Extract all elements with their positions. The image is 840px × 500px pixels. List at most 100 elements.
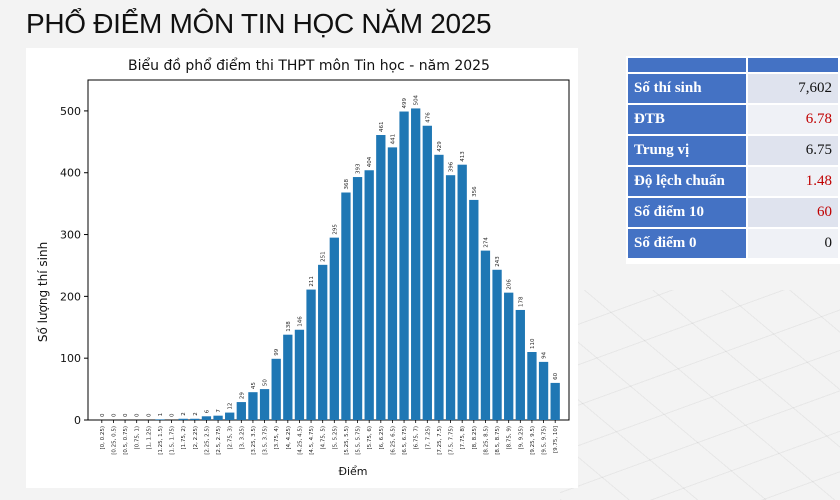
x-tick-label: [6.5, 6.75) xyxy=(402,426,408,455)
statistic-value: 6.75 xyxy=(746,134,840,167)
bar xyxy=(283,334,293,420)
statistics-header-cell xyxy=(746,56,840,74)
x-tick-label: [2.75, 3) xyxy=(228,426,234,450)
bar xyxy=(341,192,351,420)
bar xyxy=(271,358,281,420)
x-tick-label: [8.25, 8.5) xyxy=(483,426,489,455)
x-tick-label: [6, 6.25) xyxy=(379,426,385,450)
bar xyxy=(504,292,514,420)
x-tick-label: [5.75, 6) xyxy=(367,426,373,450)
x-tick-label: [1, 1.25) xyxy=(146,426,152,450)
bar-value-label: 0 xyxy=(123,413,129,417)
x-tick-label: [8, 8.25) xyxy=(472,426,478,450)
bar-value-label: 110 xyxy=(530,338,536,349)
x-tick-label: [8.75, 9) xyxy=(507,426,513,450)
bar-value-label: 94 xyxy=(542,351,548,358)
statistic-label: Số điểm 0 xyxy=(626,227,748,260)
bar xyxy=(480,250,491,420)
chart-y-axis-label: Số lượng thí sinh xyxy=(36,242,50,342)
statistics-header-cell xyxy=(626,56,748,74)
x-tick-label: [3.25, 3.5) xyxy=(251,426,257,455)
bar-value-label: 2 xyxy=(181,412,187,416)
statistics-table: Số thí sinh 7,602 ĐTB 6.78 Trung vị 6.75 Độ lệ… xyxy=(626,56,840,260)
bar-value-label: 0 xyxy=(100,413,106,417)
x-tick-label: [1.5, 1.75) xyxy=(170,426,176,455)
bar xyxy=(387,147,398,420)
bar-value-label: 1 xyxy=(158,413,164,417)
x-tick-label: [6.25, 6.5) xyxy=(390,426,396,455)
bar xyxy=(469,199,479,420)
bar xyxy=(225,412,235,420)
x-tick-label: [7, 7.25) xyxy=(425,426,431,450)
statistic-value: 1.48 xyxy=(746,165,840,198)
x-tick-label: [4, 4.25) xyxy=(286,426,292,450)
bar xyxy=(294,329,305,420)
x-tick-label: [7.75, 8) xyxy=(460,426,466,450)
bar-value-label: 429 xyxy=(437,141,443,152)
statistic-value: 6.78 xyxy=(746,103,840,136)
bar xyxy=(329,237,339,420)
x-tick-label: [2.25, 2.5) xyxy=(204,426,210,455)
x-tick-label: [5.5, 5.75) xyxy=(356,426,362,455)
x-tick-label: [3, 3.25) xyxy=(239,426,245,450)
background-floor xyxy=(560,290,840,500)
x-tick-label: [4.5, 4.75) xyxy=(309,426,315,455)
bar-value-label: 12 xyxy=(228,403,234,410)
bar-value-label: 461 xyxy=(379,122,385,133)
x-tick-label: [9, 9.25) xyxy=(518,426,524,450)
statistics-panel: Số thí sinh 7,602 ĐTB 6.78 Trung vị 6.75 Độ lệ… xyxy=(626,56,840,264)
bar-value-label: 476 xyxy=(425,112,431,123)
bar xyxy=(318,264,328,420)
statistic-label: ĐTB xyxy=(626,103,748,136)
bar xyxy=(550,382,560,420)
y-tick-label: 0 xyxy=(74,414,81,427)
bar xyxy=(492,269,502,420)
bar xyxy=(306,289,316,420)
statistics-row: Trung vị 6.75 xyxy=(626,134,840,167)
bar-value-label: 29 xyxy=(239,392,245,399)
bar-value-label: 0 xyxy=(111,413,117,417)
plot-frame xyxy=(87,79,570,421)
x-tick-label: [0, 0.25) xyxy=(100,426,106,450)
bar-value-label: 0 xyxy=(146,413,152,417)
bar xyxy=(457,164,467,420)
x-tick-label: [9.75, 10] xyxy=(553,426,559,453)
bar-value-label: 178 xyxy=(518,296,524,307)
bar-value-label: 243 xyxy=(495,256,501,267)
bar xyxy=(515,309,525,420)
bar xyxy=(364,170,374,420)
bar xyxy=(190,418,200,420)
bar-value-label: 0 xyxy=(135,413,141,417)
x-tick-label: [2.5, 2.75) xyxy=(216,426,222,455)
chart-x-axis-label: Điểm xyxy=(338,465,367,478)
statistic-label: Số thí sinh xyxy=(626,72,748,105)
bar xyxy=(399,111,409,420)
bar-value-label: 45 xyxy=(251,382,257,389)
x-tick-label: [0.5, 0.75) xyxy=(123,426,129,455)
bar-value-label: 138 xyxy=(286,321,292,332)
statistic-value: 60 xyxy=(746,196,840,229)
bar-value-label: 356 xyxy=(472,186,478,197)
statistics-row: Số thí sinh 7,602 xyxy=(626,72,840,105)
statistics-row: Số điểm 10 60 xyxy=(626,196,840,229)
x-tick-label: [0.25, 0.5) xyxy=(111,426,117,455)
bar-value-label: 99 xyxy=(274,348,280,355)
y-tick-label: 300 xyxy=(60,229,81,242)
statistic-label: Độ lệch chuẩn xyxy=(626,165,748,198)
bar xyxy=(434,154,444,421)
statistic-value: 0 xyxy=(746,227,840,260)
x-tick-label: [4.75, 5) xyxy=(321,426,327,450)
bar-value-label: 441 xyxy=(390,134,396,145)
bar-value-label: 211 xyxy=(309,276,315,287)
bar xyxy=(411,108,421,420)
bar xyxy=(376,135,386,420)
bar xyxy=(178,418,188,420)
bar-value-label: 396 xyxy=(449,161,455,172)
x-tick-label: [2, 2.25) xyxy=(193,426,199,450)
x-tick-label: [4.25, 4.5) xyxy=(297,426,303,455)
y-tick-label: 200 xyxy=(60,290,81,303)
bar xyxy=(352,177,363,420)
bar-value-label: 295 xyxy=(332,224,338,235)
bar xyxy=(422,125,432,420)
